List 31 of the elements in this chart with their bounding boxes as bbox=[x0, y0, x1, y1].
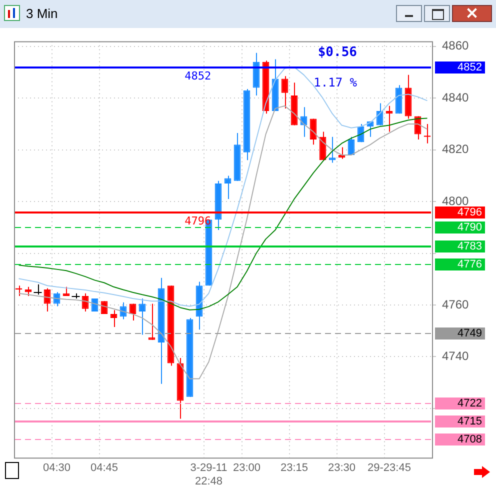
ref-line-label: 4783 bbox=[458, 240, 482, 253]
chart-title: 3 Min bbox=[26, 6, 58, 21]
annotation: $0.56 bbox=[318, 45, 358, 60]
candlestick bbox=[110, 310, 118, 328]
annotation: 1.17 % bbox=[314, 75, 358, 90]
y-tick-label: 4760 bbox=[442, 297, 470, 312]
annotation: 4796 bbox=[184, 214, 212, 228]
ref-line-label: 4715 bbox=[458, 416, 482, 428]
x-tick-label: 23:30 bbox=[328, 462, 356, 474]
ref-line-label: 4796 bbox=[458, 206, 482, 219]
y-tick-label: 4840 bbox=[442, 90, 470, 104]
ref-line-label: 4749 bbox=[458, 328, 482, 340]
x-tick-label: 04:45 bbox=[90, 462, 118, 474]
y-tick-label: 4740 bbox=[442, 349, 470, 364]
candlestick bbox=[281, 76, 288, 109]
ref-line-label: 4776 bbox=[458, 258, 482, 271]
candlestick bbox=[348, 136, 355, 156]
y-tick-label: 4860 bbox=[442, 38, 470, 53]
candlestick bbox=[138, 298, 146, 336]
ref-line-label: 4708 bbox=[458, 434, 482, 446]
y-tick-label: 4800 bbox=[442, 194, 470, 208]
x-tick-label: 3-29-11 22:48 bbox=[190, 462, 228, 488]
y-tick-label: 4820 bbox=[442, 142, 470, 156]
x-tick-label: 23:15 bbox=[280, 462, 308, 474]
ref-line-label: 4852 bbox=[458, 62, 482, 74]
ref-line-label: 4722 bbox=[458, 398, 482, 410]
annotation: 4852 bbox=[184, 69, 212, 82]
x-tick-label: 23:00 bbox=[232, 462, 261, 474]
ref-line-label: 4790 bbox=[458, 222, 482, 234]
x-tick-label: 29-23:45 bbox=[368, 462, 411, 474]
x-tick-label: 04:30 bbox=[42, 462, 71, 474]
